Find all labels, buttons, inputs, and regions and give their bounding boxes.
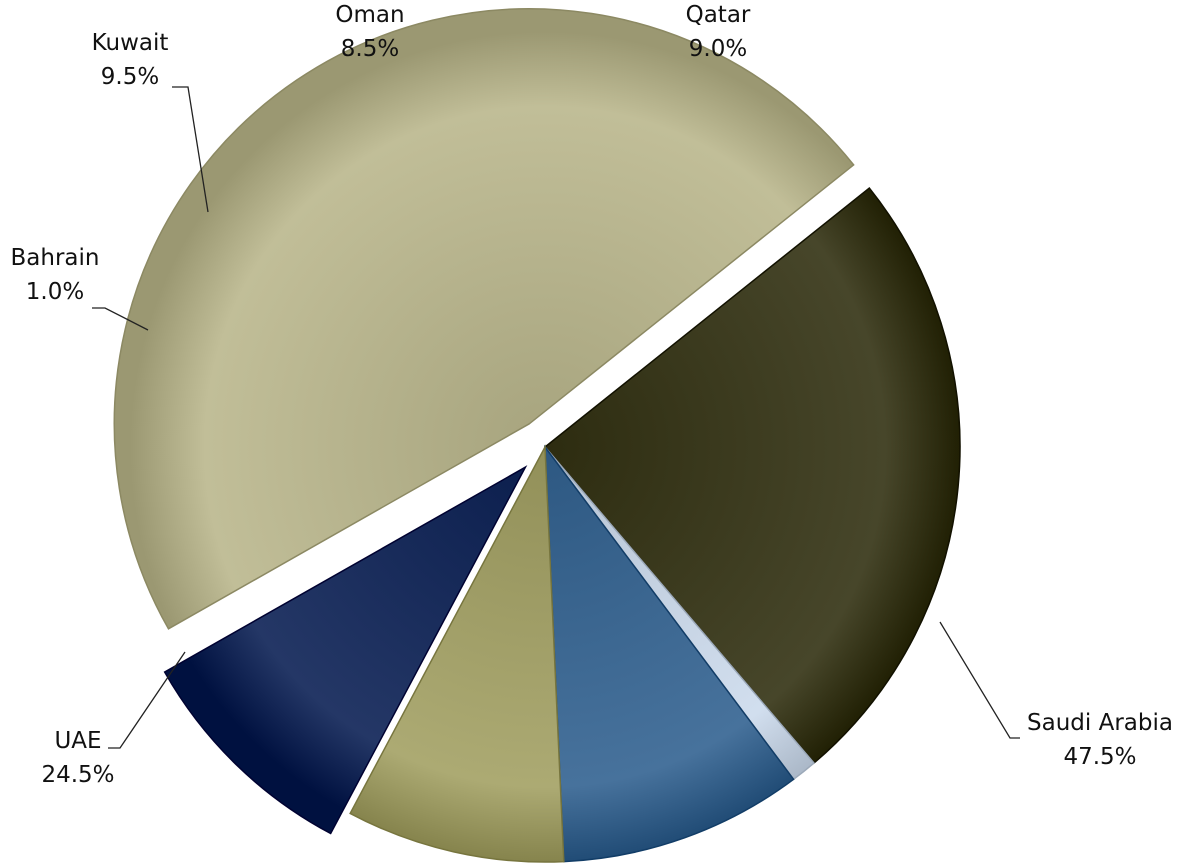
pie-slice-saudi-arabia [113, 8, 855, 630]
slice-label-uae: UAE 24.5% [41, 728, 114, 788]
slice-value-label: 47.5% [1063, 744, 1136, 770]
leader-line-saudi-arabia [939, 621, 1020, 739]
slice-labels: Saudi Arabia 47.5% UAE 24.5% Bahrain 1.0% Kuwa… [11, 2, 1173, 788]
slice-category-label: Oman [335, 2, 404, 28]
slice-category-label: Saudi Arabia [1027, 710, 1173, 736]
slice-value-label: 24.5% [41, 762, 114, 788]
pie-slice-uae [543, 187, 961, 765]
slice-value-label: 1.0% [26, 279, 84, 305]
slice-category-label: Qatar [686, 2, 751, 28]
pie-slice-kuwait [544, 444, 795, 863]
slices-layer [113, 8, 961, 863]
slice-label-saudi-arabia: Saudi Arabia 47.5% [1027, 710, 1173, 770]
leader-line-uae [108, 651, 186, 749]
slice-category-label: UAE [54, 728, 101, 754]
slice-label-oman: Oman 8.5% [335, 2, 404, 62]
slice-category-label: Kuwait [92, 30, 169, 56]
slice-category-label: Bahrain [11, 245, 100, 271]
slice-value-label: 9.5% [101, 64, 159, 90]
leader-line-kuwait [172, 86, 209, 213]
slice-label-kuwait: Kuwait 9.5% [92, 30, 169, 90]
slice-label-qatar: Qatar 9.0% [686, 2, 751, 62]
pie-slice-qatar [163, 465, 528, 835]
leader-line-bahrain [92, 307, 149, 331]
slice-value-label: 8.5% [341, 36, 399, 62]
slice-value-label: 9.0% [689, 36, 747, 62]
leader-lines [92, 86, 1020, 749]
pie-slice-oman [349, 444, 565, 863]
slice-label-bahrain: Bahrain 1.0% [11, 245, 100, 305]
